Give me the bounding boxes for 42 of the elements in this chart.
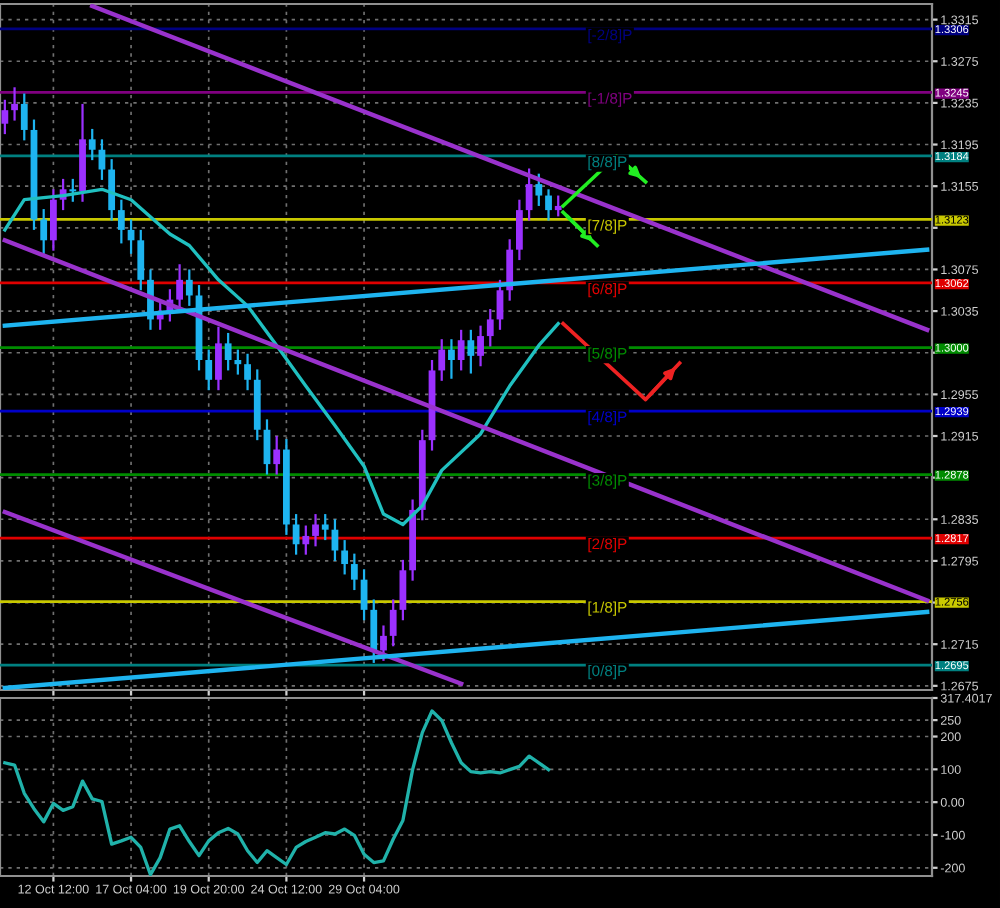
candlestick	[525, 167, 533, 222]
candlestick	[350, 552, 358, 592]
candlestick	[224, 331, 232, 372]
candlestick	[312, 512, 319, 548]
candlestick	[438, 338, 446, 382]
candlestick	[457, 328, 465, 372]
candlestick	[50, 188, 57, 252]
candlestick	[137, 228, 145, 292]
candlestick	[535, 172, 543, 208]
candlestick	[506, 238, 514, 302]
line-series	[3, 187, 560, 527]
candlestick	[108, 157, 116, 222]
candlestick	[215, 325, 222, 392]
candlestick	[40, 207, 48, 255]
candlestick	[69, 177, 77, 203]
candlestick	[448, 338, 455, 380]
candlestick	[554, 194, 562, 218]
candlestick	[234, 348, 242, 376]
candlestick	[380, 624, 387, 662]
candlestick	[302, 524, 310, 556]
candlestick	[477, 324, 484, 368]
candlestick	[467, 328, 475, 375]
candlestick	[1, 98, 9, 136]
candlestick	[341, 538, 349, 576]
candlestick	[321, 512, 329, 542]
candlestick	[98, 138, 106, 182]
line-series	[3, 709, 551, 876]
candlestick	[185, 268, 193, 307]
candlestick	[117, 198, 125, 245]
candlestick	[516, 198, 523, 262]
candlestick	[399, 558, 407, 622]
candlestick	[205, 348, 213, 392]
candlestick	[20, 92, 28, 142]
candlestick	[244, 352, 251, 392]
candlestick	[389, 598, 397, 648]
candlestick	[273, 434, 281, 476]
candlestick	[176, 263, 183, 312]
candlestick	[292, 512, 300, 556]
candlestick	[545, 188, 552, 222]
candlestick	[486, 307, 494, 348]
candlestick	[11, 86, 18, 122]
candlestick	[88, 127, 96, 162]
